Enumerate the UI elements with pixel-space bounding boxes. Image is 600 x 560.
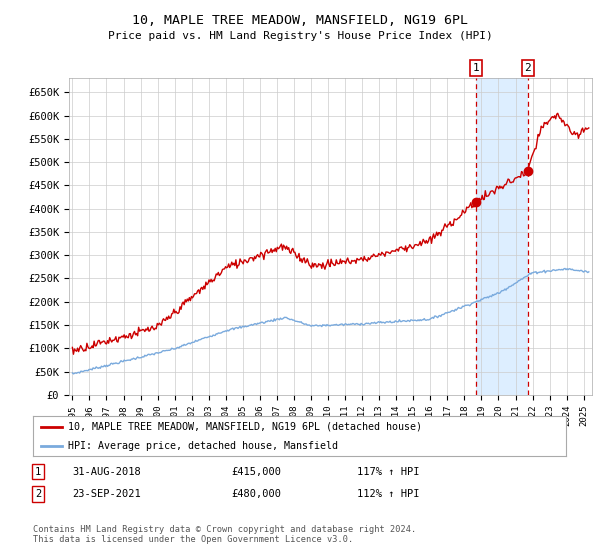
Text: 2: 2: [524, 63, 532, 73]
Text: 2: 2: [35, 489, 41, 499]
Text: 117% ↑ HPI: 117% ↑ HPI: [357, 466, 419, 477]
Text: 112% ↑ HPI: 112% ↑ HPI: [357, 489, 419, 499]
Text: 1: 1: [472, 63, 479, 73]
Text: 23-SEP-2021: 23-SEP-2021: [72, 489, 141, 499]
Text: 31-AUG-2018: 31-AUG-2018: [72, 466, 141, 477]
Bar: [476, 78, 528, 395]
Text: Contains HM Land Registry data © Crown copyright and database right 2024.
This d: Contains HM Land Registry data © Crown c…: [33, 525, 416, 544]
Text: 1: 1: [35, 466, 41, 477]
Text: £415,000: £415,000: [231, 466, 281, 477]
Text: HPI: Average price, detached house, Mansfield: HPI: Average price, detached house, Mans…: [68, 441, 338, 450]
Text: £480,000: £480,000: [231, 489, 281, 499]
Text: 10, MAPLE TREE MEADOW, MANSFIELD, NG19 6PL: 10, MAPLE TREE MEADOW, MANSFIELD, NG19 6…: [132, 14, 468, 27]
Text: 10, MAPLE TREE MEADOW, MANSFIELD, NG19 6PL (detached house): 10, MAPLE TREE MEADOW, MANSFIELD, NG19 6…: [68, 422, 422, 432]
Text: Price paid vs. HM Land Registry's House Price Index (HPI): Price paid vs. HM Land Registry's House …: [107, 31, 493, 41]
